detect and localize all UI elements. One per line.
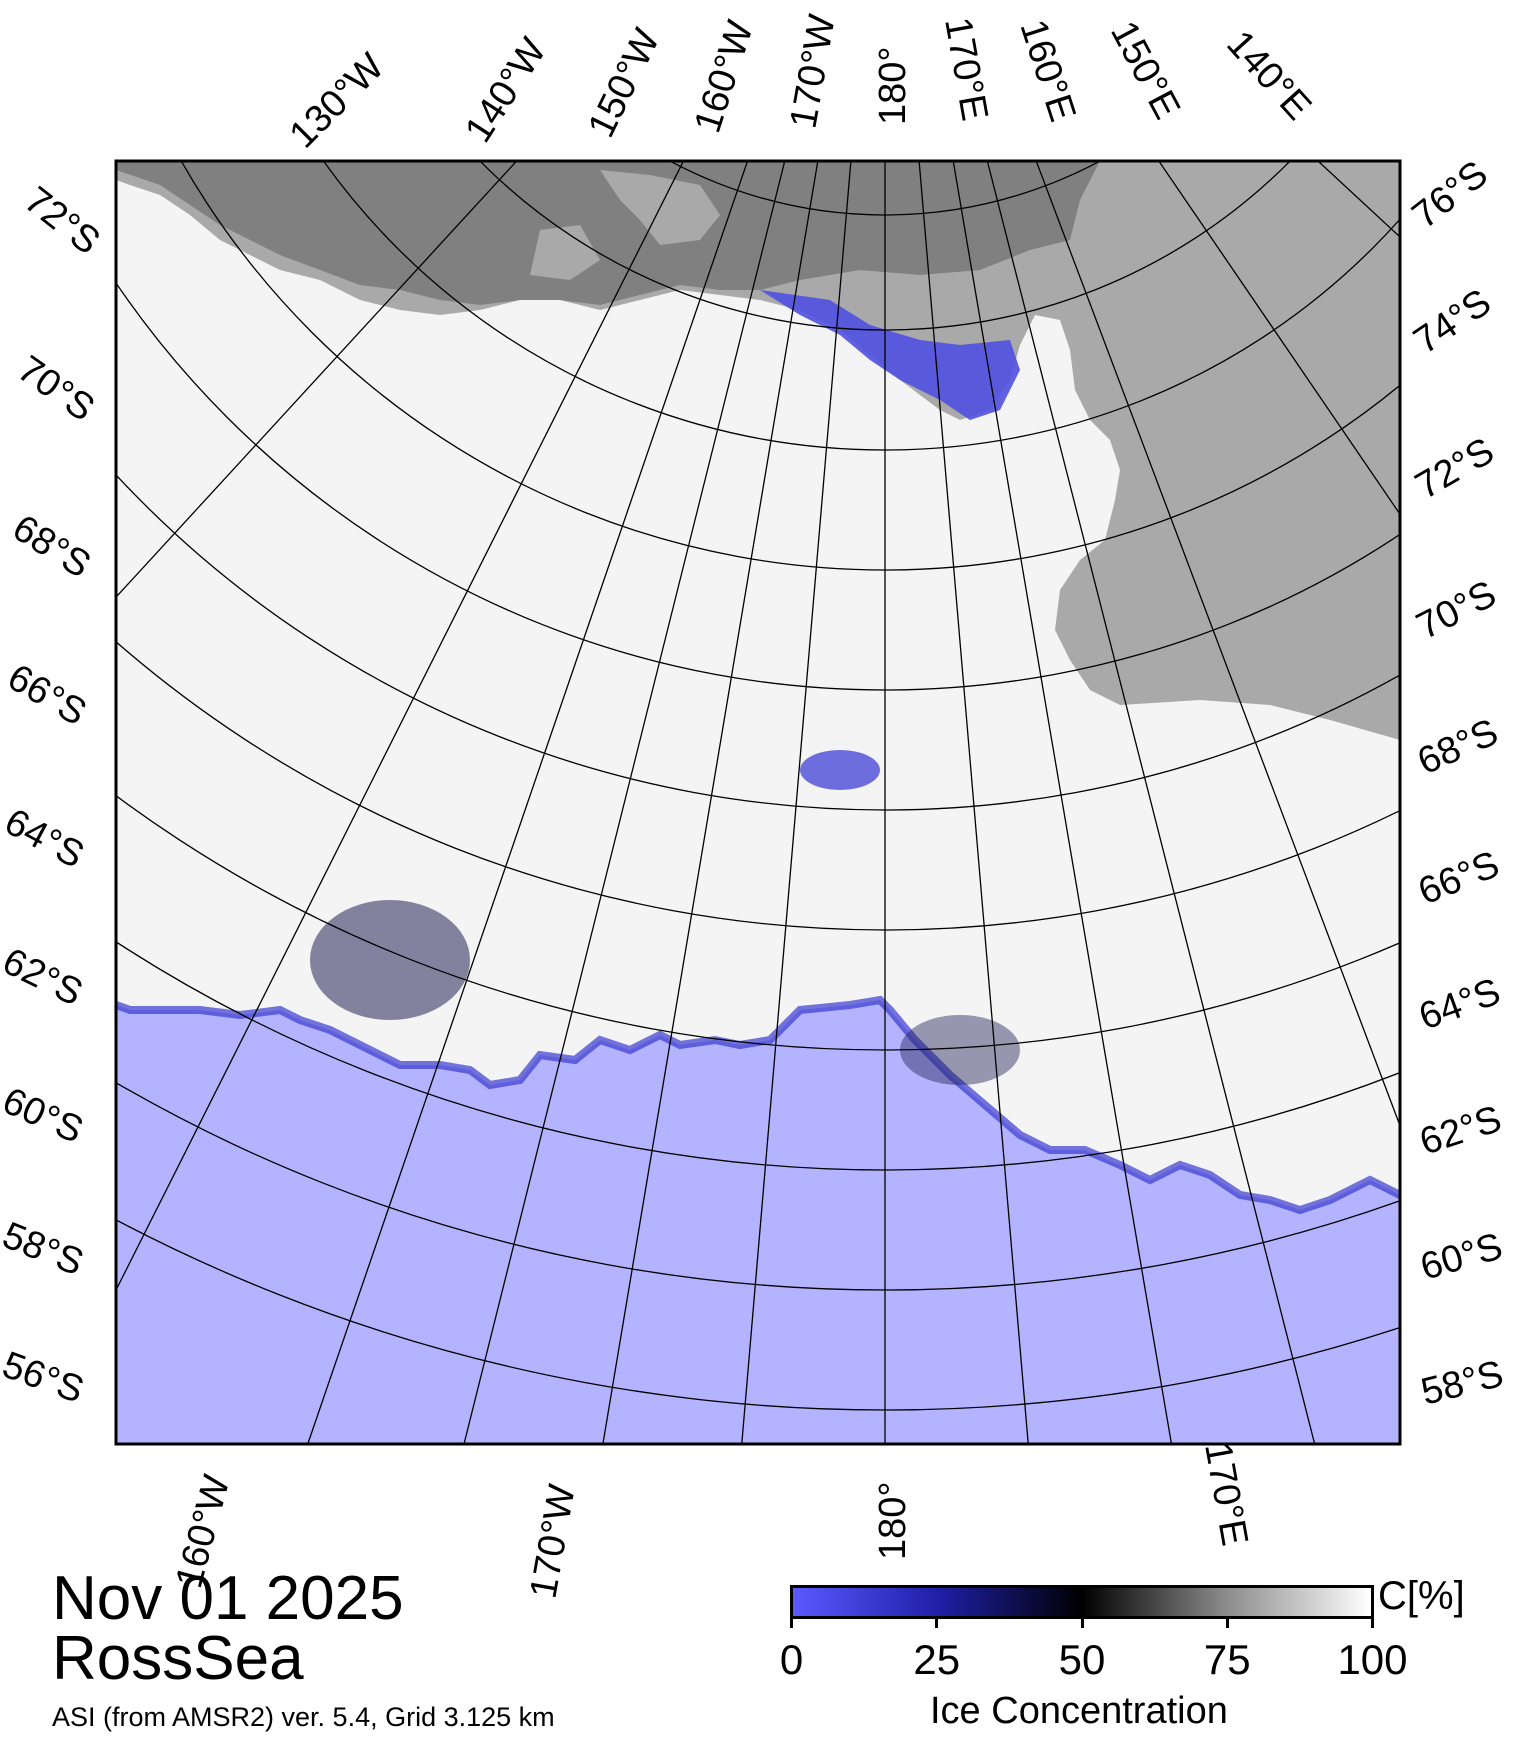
ice-shelf-light-patch [530, 225, 600, 280]
colorbar-tick-label: 50 [1058, 1636, 1106, 1683]
colorbar-tick-label: 25 [913, 1636, 961, 1683]
lon-label: 170°W [783, 11, 844, 131]
colorbar-tick [1225, 1616, 1229, 1628]
graticule [116, 161, 1400, 1444]
lon-label: 160°E [1011, 15, 1083, 127]
lat-label: 70°S [10, 348, 102, 430]
lon-label: 160°W [687, 16, 762, 138]
data-source: ASI (from AMSR2) ver. 5.4, Grid 3.125 km [52, 1702, 555, 1732]
lat-label: 60°S [0, 1080, 89, 1152]
lon-label: 180° [872, 46, 914, 125]
map-date: Nov 01 2025 [52, 1564, 404, 1633]
lat-label: 68°S [5, 507, 97, 587]
colorbar-tick [1371, 1616, 1374, 1628]
lat-label: 62°S [0, 940, 89, 1014]
colorbar-tick [790, 1616, 793, 1628]
lat-label: 66°S [1413, 843, 1506, 913]
lon-label: 170°W [523, 1481, 584, 1601]
broken-ice-patch [310, 900, 470, 1020]
colorbar-title: Ice Concentration [930, 1690, 1228, 1732]
lon-label: 170°E [936, 14, 995, 124]
colorbar-tick [935, 1616, 939, 1628]
lon-label: 140°E [1218, 23, 1319, 128]
polynya [800, 750, 880, 790]
lat-label: 72°S [16, 179, 107, 263]
right-latitude-labels: 76°S 74°S 72°S 70°S 68°S 66°S 64°S 62°S … [1405, 153, 1508, 1414]
lat-label: 64°S [1414, 971, 1506, 1039]
lat-label: 60°S [1416, 1225, 1507, 1288]
ice-edge-band [116, 995, 1400, 1215]
lon-label: 150°E [1102, 15, 1188, 127]
lat-label: 62°S [1415, 1098, 1507, 1164]
lat-label: 70°S [1410, 573, 1503, 648]
colorbar-tick-label: 0 [779, 1636, 804, 1683]
lat-label: 58°S [1417, 1353, 1508, 1414]
lat-label: 56°S [0, 1344, 89, 1412]
lat-label: 68°S [1412, 711, 1505, 783]
colorbar-tick-label: 100 [1337, 1636, 1408, 1683]
colorbar [790, 1585, 1374, 1619]
lat-label: 66°S [1, 656, 94, 734]
lon-label: 130°W [282, 46, 393, 157]
lon-label: 140°W [457, 31, 555, 150]
left-latitude-labels: 72°S 70°S 68°S 66°S 64°S 62°S 60°S 58°S … [0, 179, 108, 1412]
lon-label: 150°W [580, 23, 668, 144]
lat-label: 76°S [1405, 153, 1496, 237]
map-frame [114, 159, 1402, 1446]
lat-label: 64°S [0, 801, 91, 877]
colorbar-tick-label: 75 [1203, 1636, 1251, 1683]
region-name: RossSea [52, 1624, 304, 1693]
lat-label: 58°S [0, 1214, 89, 1284]
broken-ice-patch [900, 1015, 1020, 1085]
ross-ice-shelf [116, 161, 1100, 305]
antarctica-land [116, 161, 1400, 740]
colorbar-tick [1080, 1616, 1084, 1628]
lon-label: 180° [872, 1481, 914, 1560]
top-longitude-labels: 130°W 140°W 150°W 160°W 170°W 180° 170°E… [282, 11, 1319, 156]
lat-label: 74°S [1407, 281, 1499, 362]
colorbar-unit: C[%] [1378, 1574, 1465, 1618]
lat-label: 72°S [1409, 430, 1502, 508]
coastal-polynya [760, 290, 1020, 420]
lon-label: 170°E [1196, 1439, 1255, 1549]
